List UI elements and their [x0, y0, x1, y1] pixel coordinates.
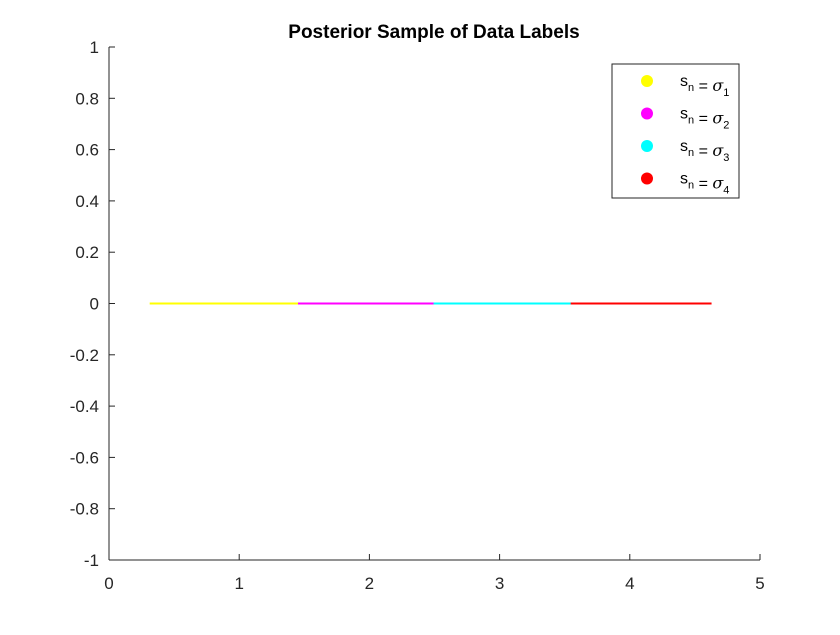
y-tick-label: 1 — [90, 38, 99, 57]
data-point — [613, 302, 617, 305]
data-points — [149, 302, 712, 305]
x-tick-label: 3 — [495, 574, 504, 593]
legend-label: sn = σ1 — [680, 73, 729, 99]
data-point — [413, 302, 417, 305]
legend-marker — [641, 75, 653, 87]
data-point — [408, 302, 412, 305]
data-point — [311, 302, 315, 305]
data-point — [673, 302, 677, 305]
data-point — [305, 302, 309, 305]
data-point — [163, 302, 167, 305]
legend: sn = σ1 sn = σ2 sn = σ3 sn = σ4 — [611, 63, 740, 199]
legend-box — [611, 63, 740, 199]
data-point — [708, 302, 712, 305]
data-point — [384, 302, 388, 305]
legend-label: sn = σ2 — [680, 106, 729, 132]
data-point — [196, 302, 200, 305]
data-point — [155, 302, 159, 305]
data-point — [458, 302, 462, 305]
data-point — [193, 302, 197, 305]
data-point — [568, 302, 572, 305]
data-point — [606, 302, 610, 305]
series-1-points — [149, 302, 301, 305]
data-point — [337, 302, 341, 305]
data-point — [706, 302, 710, 305]
data-point — [427, 302, 431, 305]
y-tick-label: 0.6 — [75, 141, 99, 160]
y-tick-label: 0 — [90, 295, 99, 314]
data-point — [299, 302, 303, 305]
y-tick-label: -0.6 — [70, 448, 99, 467]
data-point — [288, 302, 292, 305]
legend-marker — [641, 107, 653, 120]
data-point — [358, 302, 362, 305]
series-3-points — [433, 302, 572, 305]
data-point — [498, 302, 502, 305]
data-point — [501, 302, 505, 305]
data-point — [284, 302, 288, 305]
y-tick-label: -0.8 — [70, 500, 99, 519]
data-point — [690, 302, 694, 305]
legend-label: sn = σ3 — [680, 138, 729, 164]
data-point — [545, 302, 549, 305]
data-point — [445, 302, 449, 305]
data-point — [504, 302, 508, 305]
data-point — [318, 302, 322, 305]
data-point — [593, 302, 597, 305]
data-point — [394, 302, 398, 305]
data-point — [625, 302, 629, 305]
data-point — [271, 302, 275, 305]
data-point — [488, 302, 492, 305]
data-point — [255, 302, 259, 305]
data-point — [656, 302, 660, 305]
legend-marker — [641, 140, 653, 152]
data-point — [266, 302, 270, 305]
y-tick-label: -0.2 — [70, 346, 99, 365]
x-tick-label: 4 — [625, 574, 634, 593]
data-point — [251, 302, 255, 305]
x-tick-label: 0 — [104, 574, 113, 593]
y-tick-label: 0.2 — [75, 243, 99, 262]
data-point — [420, 302, 424, 305]
data-point — [630, 302, 634, 305]
data-point — [295, 302, 299, 305]
data-point — [260, 302, 264, 305]
chart-title: Posterior Sample of Data Labels — [288, 22, 579, 43]
data-point — [242, 302, 246, 305]
data-point — [597, 302, 601, 305]
data-point — [171, 302, 175, 305]
data-point — [581, 302, 585, 305]
data-point — [666, 302, 670, 305]
series-2-points — [298, 302, 436, 305]
series-4-points — [570, 302, 712, 305]
data-point — [189, 302, 193, 305]
y-tick-label: -1 — [84, 551, 99, 570]
data-point — [651, 302, 655, 305]
x-tick-label: 1 — [234, 574, 243, 593]
data-point — [222, 302, 226, 305]
data-point — [248, 302, 252, 305]
data-point — [699, 302, 703, 305]
x-tick-label: 5 — [755, 574, 764, 593]
data-point — [183, 302, 187, 305]
y-tick-label: -0.4 — [70, 397, 99, 416]
legend-label: sn = σ4 — [680, 171, 729, 197]
data-point — [176, 302, 180, 305]
y-tick-label: 0.8 — [75, 89, 99, 108]
data-point — [563, 302, 567, 305]
x-tick-label: 2 — [365, 574, 374, 593]
y-tick-label: 0.4 — [75, 192, 99, 211]
axis-ticks: 0 1 2 3 4 5 1 0.8 0.6 0.4 0.2 0 -0.2 -0.4 -0.6 -0.8 -1 — [70, 38, 765, 593]
data-point — [225, 302, 229, 305]
data-point — [478, 302, 482, 305]
data-point — [451, 302, 455, 305]
data-point — [367, 302, 371, 305]
data-point — [165, 302, 169, 305]
legend-marker — [641, 172, 653, 185]
data-point — [160, 302, 164, 305]
data-point — [575, 302, 579, 305]
